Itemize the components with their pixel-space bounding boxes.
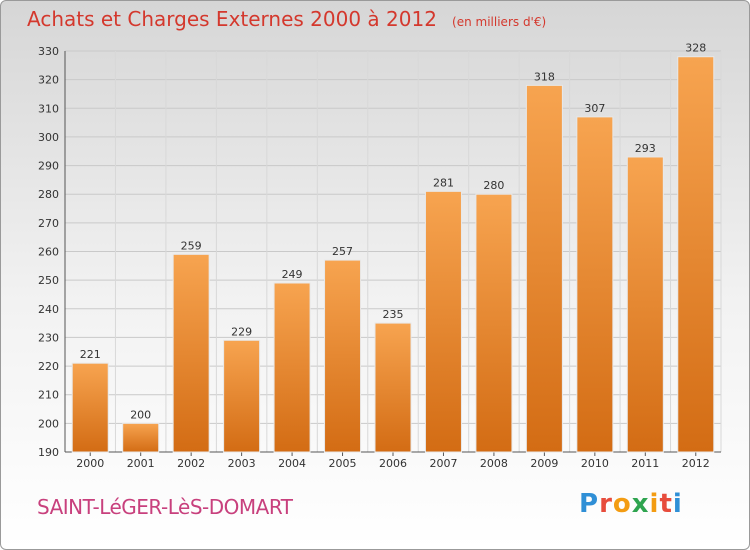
- bar-2006: [374, 322, 412, 453]
- data-label: 293: [635, 142, 656, 155]
- bar-2011: [626, 156, 664, 453]
- brand-letter: i: [649, 489, 660, 519]
- brand-letter: x: [631, 489, 650, 519]
- brand-letter: r: [599, 489, 613, 519]
- brand-letter: P: [579, 489, 600, 519]
- data-label: 307: [584, 102, 605, 115]
- data-label: 221: [80, 348, 101, 361]
- data-label: 328: [685, 42, 706, 55]
- bar-2003: [223, 339, 261, 453]
- brand-letter: o: [612, 489, 632, 519]
- brand-letter: i: [672, 489, 683, 519]
- data-label: 280: [483, 179, 504, 192]
- brand-logo: Proxiti: [579, 489, 683, 519]
- x-tick-label: 2008: [480, 457, 508, 470]
- x-tick-label: 2012: [682, 457, 710, 470]
- y-tick-label: 330: [38, 45, 59, 58]
- y-tick-label: 290: [38, 160, 59, 173]
- data-label: 200: [130, 408, 151, 421]
- y-tick-label: 310: [38, 102, 59, 115]
- y-tick-label: 260: [38, 246, 59, 259]
- y-tick-label: 200: [38, 417, 59, 430]
- x-tick-label: 2007: [429, 457, 457, 470]
- bar-2008: [475, 193, 513, 453]
- bar-2007: [424, 190, 462, 453]
- data-labels: 221 200 259 229 249 257 235 281 280 318 307 293 328: [80, 42, 707, 422]
- x-tick-label: 2003: [228, 457, 256, 470]
- x-tick-label: 2002: [177, 457, 205, 470]
- data-label: 249: [282, 268, 303, 281]
- y-tick-label: 220: [38, 360, 59, 373]
- x-tick-label: 2000: [76, 457, 104, 470]
- bar-2010: [576, 116, 614, 453]
- data-label: 281: [433, 176, 454, 189]
- y-tick-label: 280: [38, 188, 59, 201]
- y-tick-label: 190: [38, 446, 59, 459]
- x-tick-label: 2004: [278, 457, 306, 470]
- bar-2005: [324, 259, 362, 453]
- bar-2001: [122, 422, 160, 453]
- x-tick-label: 2009: [530, 457, 558, 470]
- chart-title: Achats et Charges Externes 2000 à 2012: [27, 7, 437, 31]
- bar-2002: [172, 253, 210, 453]
- x-tick-label: 2006: [379, 457, 407, 470]
- title-line: Achats et Charges Externes 2000 à 2012 (…: [27, 7, 546, 31]
- x-tick-label: 2005: [329, 457, 357, 470]
- commune-name: SAINT-LéGER-LèS-DOMART: [37, 495, 293, 519]
- bar-2012: [677, 56, 715, 453]
- bars: [71, 56, 715, 453]
- y-tick-label: 250: [38, 274, 59, 287]
- bar-2009: [525, 84, 563, 453]
- data-label: 259: [181, 239, 202, 252]
- y-tick-label: 210: [38, 389, 59, 402]
- data-label: 318: [534, 70, 555, 83]
- y-tick-label: 300: [38, 131, 59, 144]
- bar-2000: [71, 362, 109, 453]
- data-label: 235: [383, 308, 404, 321]
- y-tick-label: 240: [38, 303, 59, 316]
- chart-unit: (en milliers d'€): [452, 15, 547, 29]
- x-tick-label: 2010: [581, 457, 609, 470]
- brand-letter: t: [659, 489, 673, 519]
- y-tick-label: 320: [38, 74, 59, 87]
- data-label: 229: [231, 325, 252, 338]
- x-tick-label: 2001: [127, 457, 155, 470]
- bar-2004: [273, 282, 311, 453]
- data-label: 257: [332, 245, 353, 258]
- x-tick-label: 2011: [631, 457, 659, 470]
- y-tick-label: 230: [38, 331, 59, 344]
- y-tick-label: 270: [38, 217, 59, 230]
